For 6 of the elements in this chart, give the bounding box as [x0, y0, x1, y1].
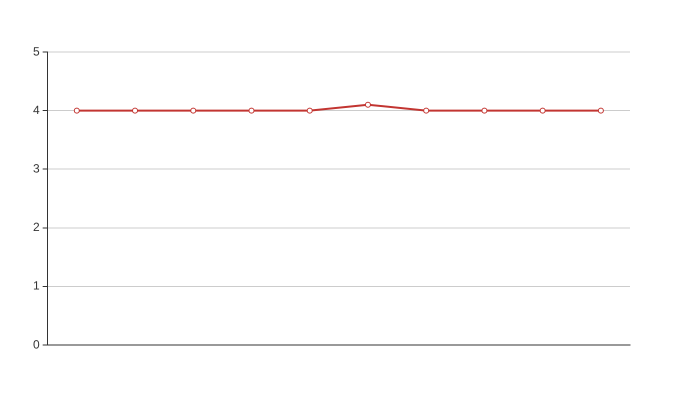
- y-tick-label: 2: [32, 220, 40, 234]
- y-tick-label: 1: [32, 278, 40, 293]
- y-tick-label: 5: [32, 44, 40, 58]
- y-tick-label: 0: [32, 337, 40, 352]
- y-tick-label: 3: [32, 162, 40, 176]
- y-tick-label: 4: [32, 102, 40, 117]
